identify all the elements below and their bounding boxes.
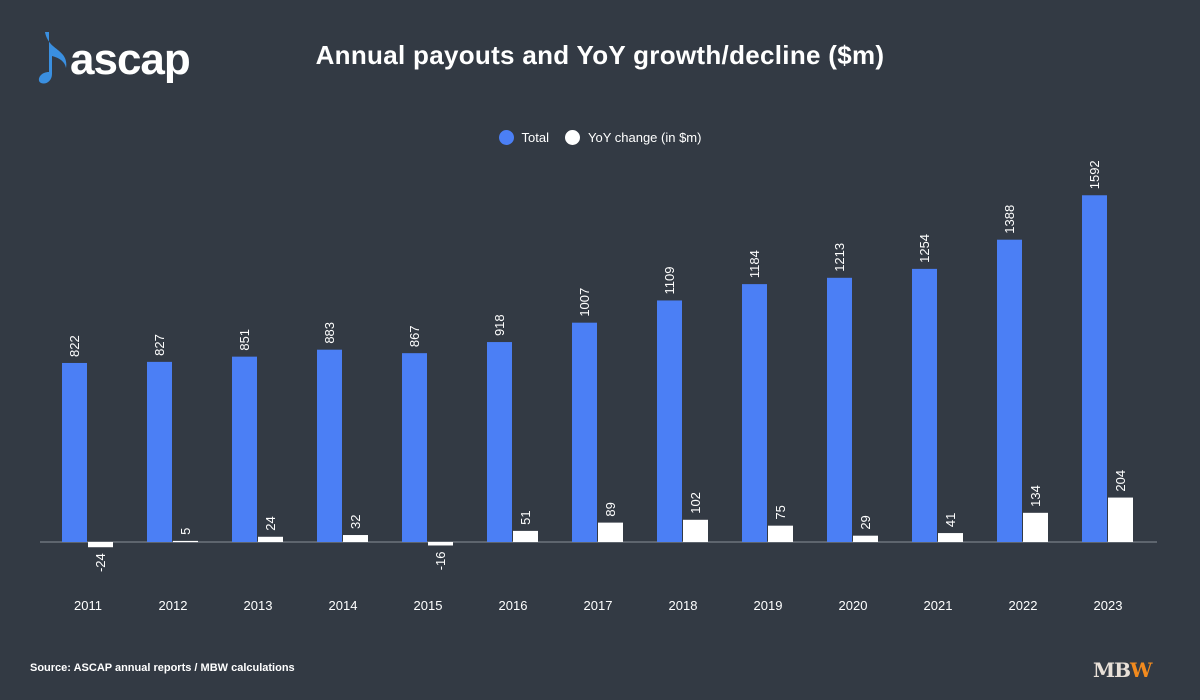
data-label-yoy-2023: 204 <box>1113 470 1128 492</box>
data-label-yoy-2021: 41 <box>943 513 958 527</box>
bar-yoy-2013 <box>258 536 283 542</box>
logo-wordmark: ascap <box>70 35 191 84</box>
data-label-total-2022: 1388 <box>1002 205 1017 234</box>
bar-total-2022 <box>997 239 1022 542</box>
ascap-logo: ascap <box>38 28 191 86</box>
x-tick-label-2022: 2022 <box>1009 598 1038 613</box>
bar-total-2011 <box>62 362 87 542</box>
x-tick-label-2013: 2013 <box>244 598 273 613</box>
x-tick-label-2011: 2011 <box>74 598 102 613</box>
bar-yoy-2019 <box>768 525 793 542</box>
bar-yoy-2020 <box>853 535 878 542</box>
data-label-total-2015: 867 <box>407 325 422 347</box>
x-tick-label-2021: 2021 <box>924 598 953 613</box>
data-label-total-2017: 1007 <box>577 288 592 317</box>
data-label-yoy-2014: 32 <box>348 515 363 529</box>
bar-yoy-2022 <box>1023 512 1048 542</box>
x-tick-label-2012: 2012 <box>159 598 188 613</box>
data-label-yoy-2015: -16 <box>433 551 448 570</box>
bar-total-2014 <box>317 349 342 542</box>
data-label-total-2019: 1184 <box>747 250 762 278</box>
bar-yoy-2012 <box>173 540 198 543</box>
bar-yoy-2023 <box>1108 497 1133 542</box>
data-label-yoy-2012: 5 <box>178 528 193 535</box>
bar-total-2013 <box>232 356 257 542</box>
bar-yoy-2011 <box>88 542 113 548</box>
bar-total-2015 <box>402 353 427 542</box>
data-label-yoy-2011: -24 <box>93 553 108 572</box>
data-label-total-2020: 1213 <box>832 243 847 272</box>
chart-title: Annual payouts and YoY growth/decline ($… <box>315 40 885 70</box>
data-label-total-2013: 851 <box>237 329 252 351</box>
data-label-yoy-2013: 24 <box>263 516 278 530</box>
x-tick-label-2014: 2014 <box>329 598 358 613</box>
data-label-yoy-2018: 102 <box>688 492 703 514</box>
bar-total-2021 <box>912 268 937 542</box>
x-tick-label-2018: 2018 <box>669 598 698 613</box>
bar-total-2017 <box>572 322 597 542</box>
data-label-total-2018: 1109 <box>662 266 677 294</box>
legend-item-total[interactable]: Total <box>498 130 549 145</box>
source-note: Source: ASCAP annual reports / MBW calcu… <box>30 662 295 674</box>
bar-yoy-2014 <box>343 535 368 542</box>
data-label-total-2011: 822 <box>67 335 82 357</box>
x-tick-label-2023: 2023 <box>1094 598 1123 613</box>
data-label-total-2023: 1592 <box>1087 160 1102 189</box>
bar-total-2019 <box>742 284 767 542</box>
legend-swatch-yoy <box>565 130 580 145</box>
data-label-yoy-2019: 75 <box>773 505 788 519</box>
data-label-yoy-2022: 134 <box>1028 485 1043 507</box>
data-label-yoy-2016: 51 <box>518 510 533 524</box>
x-tick-label-2015: 2015 <box>414 598 443 613</box>
chart-legend: Total YoY change (in $m) <box>0 130 1200 145</box>
legend-label-total: Total <box>521 130 549 145</box>
bar-yoy-2018 <box>683 519 708 542</box>
bar-total-2012 <box>147 361 172 542</box>
bar-total-2023 <box>1082 195 1107 543</box>
bar-yoy-2021 <box>938 533 963 542</box>
mbw-logo: MBW <box>1093 658 1153 682</box>
bar-total-2018 <box>657 300 682 542</box>
x-tick-label-2017: 2017 <box>584 598 613 613</box>
legend-swatch-total <box>498 130 514 145</box>
data-label-total-2016: 918 <box>492 314 507 336</box>
data-label-total-2014: 883 <box>322 322 337 344</box>
bar-yoy-2017 <box>598 522 623 542</box>
bar-total-2016 <box>487 342 512 542</box>
music-note-icon <box>38 32 67 84</box>
x-tick-label-2019: 2019 <box>754 598 783 613</box>
bar-yoy-2015 <box>428 542 453 546</box>
data-label-total-2012: 827 <box>152 334 167 356</box>
legend-item-yoy[interactable]: YoY change (in $m) <box>565 130 701 145</box>
data-label-yoy-2017: 89 <box>603 502 618 516</box>
data-label-yoy-2020: 29 <box>858 515 873 529</box>
x-tick-label-2020: 2020 <box>839 598 868 613</box>
legend-label-yoy: YoY change (in $m) <box>588 130 702 145</box>
bar-total-2020 <box>827 277 852 542</box>
bar-yoy-2016 <box>513 530 538 542</box>
data-label-total-2021: 1254 <box>917 234 932 263</box>
x-tick-label-2016: 2016 <box>499 598 528 613</box>
